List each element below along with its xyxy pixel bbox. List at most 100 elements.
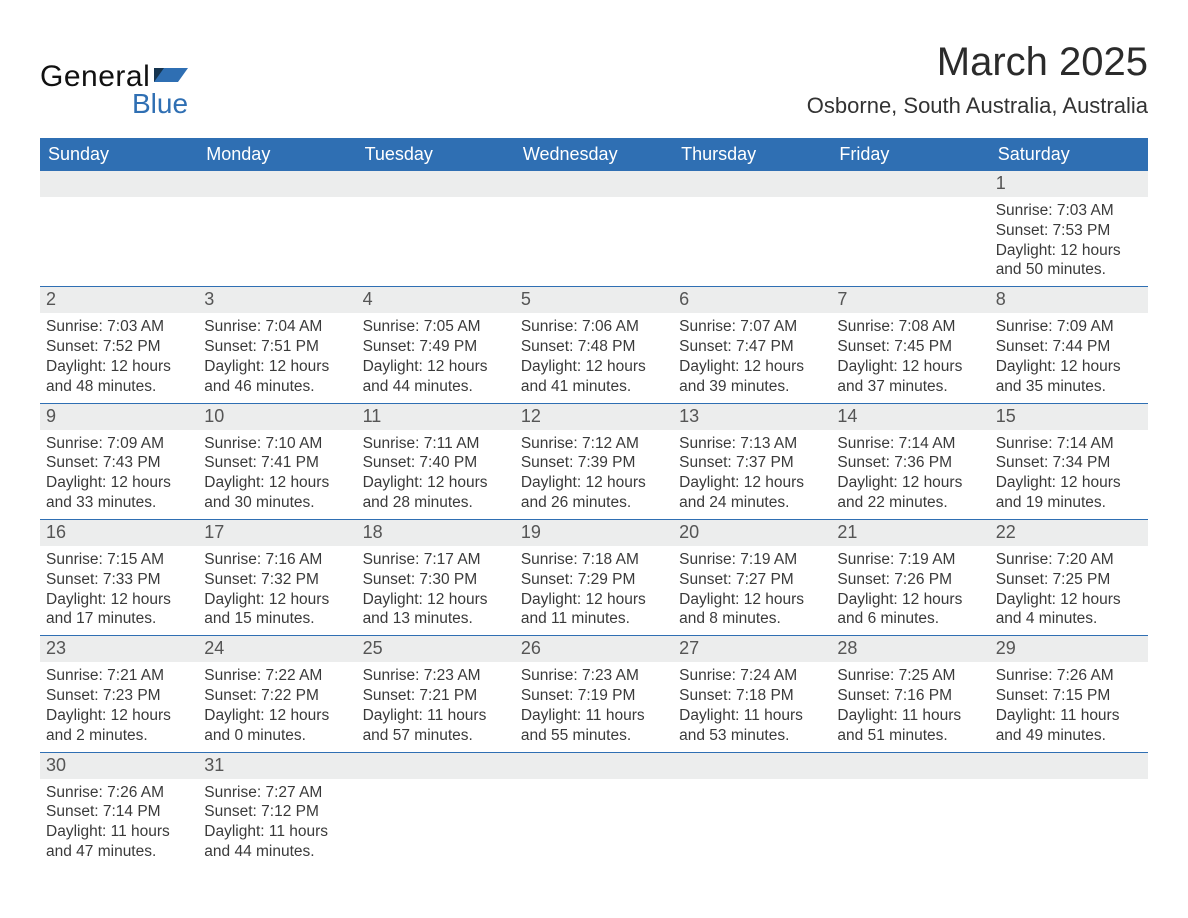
daylight-text-1: Daylight: 12 hours	[679, 590, 825, 610]
day-number-cell: 5	[515, 287, 673, 314]
day-number: 7	[837, 289, 847, 309]
day-number: 3	[204, 289, 214, 309]
day-details-cell: Sunrise: 7:06 AMSunset: 7:48 PMDaylight:…	[515, 313, 673, 403]
day-number-cell: 11	[357, 403, 515, 430]
col-head: Saturday	[990, 138, 1148, 171]
calendar-table: Sunday Monday Tuesday Wednesday Thursday…	[40, 138, 1148, 868]
daylight-text-1: Daylight: 11 hours	[363, 706, 509, 726]
daylight-text-2: and 30 minutes.	[204, 493, 350, 513]
col-head: Friday	[831, 138, 989, 171]
daylight-text-2: and 57 minutes.	[363, 726, 509, 746]
daylight-text-1: Daylight: 12 hours	[46, 706, 192, 726]
daylight-text-1: Daylight: 12 hours	[204, 473, 350, 493]
sunset-text: Sunset: 7:45 PM	[837, 337, 983, 357]
day-number-cell: 2	[40, 287, 198, 314]
day-details-cell	[357, 197, 515, 287]
week-daynum-row: 9101112131415	[40, 403, 1148, 430]
col-head: Sunday	[40, 138, 198, 171]
day-details-cell	[515, 779, 673, 868]
daylight-text-1: Daylight: 12 hours	[46, 473, 192, 493]
day-number-cell	[831, 752, 989, 779]
day-number-cell	[198, 171, 356, 197]
day-details-cell: Sunrise: 7:12 AMSunset: 7:39 PMDaylight:…	[515, 430, 673, 520]
daylight-text-2: and 37 minutes.	[837, 377, 983, 397]
day-number-cell: 1	[990, 171, 1148, 197]
week-daynum-row: 1	[40, 171, 1148, 197]
brand-logo: General Blue	[40, 60, 188, 120]
day-number-cell: 16	[40, 519, 198, 546]
day-number: 5	[521, 289, 531, 309]
day-number-cell: 26	[515, 636, 673, 663]
sunrise-text: Sunrise: 7:05 AM	[363, 317, 509, 337]
sunrise-text: Sunrise: 7:10 AM	[204, 434, 350, 454]
sunrise-text: Sunrise: 7:23 AM	[363, 666, 509, 686]
daylight-text-1: Daylight: 12 hours	[996, 241, 1142, 261]
sunrise-text: Sunrise: 7:03 AM	[996, 201, 1142, 221]
day-number: 30	[46, 755, 66, 775]
header: General Blue March 2025 Osborne, South A…	[40, 40, 1148, 120]
sunset-text: Sunset: 7:25 PM	[996, 570, 1142, 590]
day-number-cell: 22	[990, 519, 1148, 546]
sunrise-text: Sunrise: 7:27 AM	[204, 783, 350, 803]
day-details-cell: Sunrise: 7:27 AMSunset: 7:12 PMDaylight:…	[198, 779, 356, 868]
daylight-text-2: and 33 minutes.	[46, 493, 192, 513]
sunrise-text: Sunrise: 7:19 AM	[679, 550, 825, 570]
week-details-row: Sunrise: 7:21 AMSunset: 7:23 PMDaylight:…	[40, 662, 1148, 752]
daylight-text-2: and 55 minutes.	[521, 726, 667, 746]
day-number-cell	[357, 171, 515, 197]
daylight-text-2: and 0 minutes.	[204, 726, 350, 746]
col-head: Monday	[198, 138, 356, 171]
day-number: 12	[521, 406, 541, 426]
daylight-text-2: and 24 minutes.	[679, 493, 825, 513]
day-number-cell: 21	[831, 519, 989, 546]
sunrise-text: Sunrise: 7:26 AM	[46, 783, 192, 803]
day-number-cell: 17	[198, 519, 356, 546]
day-number: 31	[204, 755, 224, 775]
sunset-text: Sunset: 7:51 PM	[204, 337, 350, 357]
sunset-text: Sunset: 7:34 PM	[996, 453, 1142, 473]
daylight-text-1: Daylight: 11 hours	[521, 706, 667, 726]
sunrise-text: Sunrise: 7:20 AM	[996, 550, 1142, 570]
day-details-cell	[357, 779, 515, 868]
day-details-cell	[990, 779, 1148, 868]
daylight-text-1: Daylight: 12 hours	[204, 357, 350, 377]
week-daynum-row: 16171819202122	[40, 519, 1148, 546]
location-subtitle: Osborne, South Australia, Australia	[807, 93, 1148, 119]
day-number: 27	[679, 638, 699, 658]
daylight-text-1: Daylight: 11 hours	[204, 822, 350, 842]
col-head: Thursday	[673, 138, 831, 171]
calendar-header-row: Sunday Monday Tuesday Wednesday Thursday…	[40, 138, 1148, 171]
daylight-text-1: Daylight: 11 hours	[679, 706, 825, 726]
day-number: 13	[679, 406, 699, 426]
day-details-cell	[831, 779, 989, 868]
sunrise-text: Sunrise: 7:07 AM	[679, 317, 825, 337]
sunrise-text: Sunrise: 7:24 AM	[679, 666, 825, 686]
sunset-text: Sunset: 7:16 PM	[837, 686, 983, 706]
day-details-cell: Sunrise: 7:18 AMSunset: 7:29 PMDaylight:…	[515, 546, 673, 636]
daylight-text-1: Daylight: 12 hours	[363, 473, 509, 493]
daylight-text-1: Daylight: 11 hours	[46, 822, 192, 842]
daylight-text-2: and 44 minutes.	[204, 842, 350, 862]
day-number-cell: 12	[515, 403, 673, 430]
sunset-text: Sunset: 7:18 PM	[679, 686, 825, 706]
sunrise-text: Sunrise: 7:08 AM	[837, 317, 983, 337]
daylight-text-1: Daylight: 12 hours	[204, 590, 350, 610]
sunrise-text: Sunrise: 7:17 AM	[363, 550, 509, 570]
sunrise-text: Sunrise: 7:21 AM	[46, 666, 192, 686]
day-number: 26	[521, 638, 541, 658]
day-number-cell: 23	[40, 636, 198, 663]
daylight-text-2: and 26 minutes.	[521, 493, 667, 513]
sunrise-text: Sunrise: 7:14 AM	[996, 434, 1142, 454]
day-number: 11	[363, 406, 382, 426]
day-details-cell	[673, 197, 831, 287]
daylight-text-1: Daylight: 12 hours	[204, 706, 350, 726]
sunset-text: Sunset: 7:12 PM	[204, 802, 350, 822]
daylight-text-1: Daylight: 12 hours	[996, 590, 1142, 610]
sunrise-text: Sunrise: 7:14 AM	[837, 434, 983, 454]
daylight-text-2: and 13 minutes.	[363, 609, 509, 629]
day-number-cell: 30	[40, 752, 198, 779]
day-details-cell: Sunrise: 7:08 AMSunset: 7:45 PMDaylight:…	[831, 313, 989, 403]
daylight-text-2: and 51 minutes.	[837, 726, 983, 746]
day-details-cell: Sunrise: 7:26 AMSunset: 7:14 PMDaylight:…	[40, 779, 198, 868]
daylight-text-1: Daylight: 12 hours	[363, 590, 509, 610]
